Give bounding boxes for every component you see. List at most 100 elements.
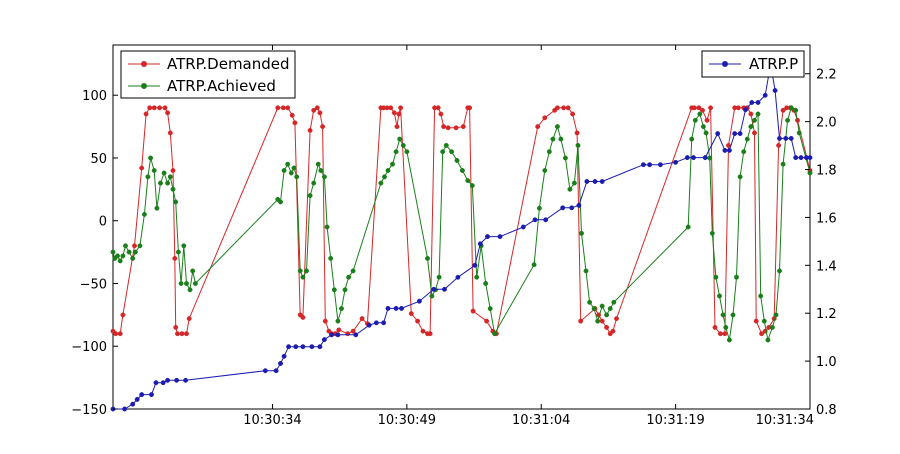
data-point-demanded xyxy=(275,105,281,111)
data-point-p xyxy=(543,217,549,223)
data-point-demanded xyxy=(179,331,185,337)
data-point-demanded xyxy=(570,111,576,117)
data-point-p xyxy=(584,179,590,184)
data-point-p xyxy=(134,396,140,402)
data-point-achieved xyxy=(709,230,715,236)
data-point-achieved xyxy=(689,136,695,142)
data-point-achieved xyxy=(697,111,703,117)
data-point-demanded xyxy=(151,105,157,111)
data-point-achieved xyxy=(110,249,116,255)
data-point-demanded xyxy=(753,318,759,324)
data-point-achieved xyxy=(429,293,435,299)
data-point-demanded xyxy=(574,130,580,136)
data-point-p xyxy=(262,368,268,374)
data-point-demanded xyxy=(322,318,328,324)
data-point-p xyxy=(640,162,646,168)
data-point-p xyxy=(153,380,159,386)
left-axis-tick-label: −150 xyxy=(71,403,107,418)
series-layer xyxy=(110,61,813,412)
data-point-achieved xyxy=(730,312,736,318)
data-point-p xyxy=(576,202,582,208)
data-point-demanded xyxy=(565,105,571,111)
data-point-demanded xyxy=(175,331,180,337)
data-point-achieved xyxy=(788,105,794,111)
data-point-achieved xyxy=(311,180,317,186)
data-point-demanded xyxy=(285,105,291,111)
data-point-achieved xyxy=(161,170,167,176)
data-point-p xyxy=(599,179,605,184)
data-point-achieved xyxy=(575,142,581,148)
data-point-demanded xyxy=(752,130,757,136)
data-point-achieved xyxy=(734,274,739,280)
plot-area xyxy=(112,44,811,410)
data-point-achieved xyxy=(378,180,384,186)
data-point-achieved xyxy=(459,168,465,173)
data-point-demanded xyxy=(113,331,119,337)
data-point-demanded xyxy=(759,331,765,337)
data-point-demanded xyxy=(604,324,610,330)
data-point-achieved xyxy=(531,262,537,268)
data-point-demanded xyxy=(435,105,441,111)
data-point-achieved xyxy=(723,324,729,330)
data-point-demanded xyxy=(717,331,723,337)
data-point-achieved xyxy=(315,161,321,167)
left-axis-tick-label: −50 xyxy=(80,277,107,292)
data-point-p xyxy=(569,205,575,211)
data-point-achieved xyxy=(607,306,613,312)
data-point-demanded xyxy=(460,124,466,130)
data-point-demanded xyxy=(173,324,179,330)
data-point-achieved xyxy=(443,142,449,148)
data-point-demanded xyxy=(170,168,176,173)
data-point-p xyxy=(381,320,387,326)
right-axis-tick-label: 1.2 xyxy=(816,307,837,322)
data-point-demanded xyxy=(314,105,320,111)
data-point-achieved xyxy=(190,268,196,274)
data-point-achieved xyxy=(717,293,722,299)
right-axis-tick-label: 1.6 xyxy=(816,211,837,226)
data-point-demanded xyxy=(311,107,317,113)
data-point-demanded xyxy=(139,165,145,171)
data-point-p xyxy=(755,100,761,105)
data-point-demanded xyxy=(453,125,459,131)
data-point-p xyxy=(122,406,128,412)
data-point-p xyxy=(684,155,690,161)
data-point-demanded xyxy=(696,105,702,111)
data-point-p xyxy=(722,147,728,153)
data-point-achieved xyxy=(148,155,154,161)
data-point-p xyxy=(139,392,145,398)
legend-right: ATRP.P xyxy=(701,50,805,78)
data-point-demanded xyxy=(708,105,714,111)
data-point-p xyxy=(592,179,598,184)
data-point-p xyxy=(309,344,315,350)
left-axis-tick-label: 0 xyxy=(99,215,107,230)
data-point-demanded xyxy=(317,110,323,116)
data-point-demanded xyxy=(132,243,137,249)
data-point-demanded xyxy=(735,105,741,111)
data-point-achieved xyxy=(793,107,799,113)
data-point-demanded xyxy=(280,105,286,111)
data-point-achieved xyxy=(550,136,556,142)
data-point-achieved xyxy=(393,149,399,155)
right-axis-tick-label: 1.0 xyxy=(816,355,837,370)
data-point-achieved xyxy=(796,130,802,136)
data-point-achieved xyxy=(752,117,757,123)
data-point-achieved xyxy=(339,306,344,312)
data-point-achieved xyxy=(288,170,294,176)
x-axis-tick-label: 10:30:49 xyxy=(378,413,436,428)
data-point-achieved xyxy=(562,155,568,161)
data-point-achieved xyxy=(342,287,348,293)
data-point-achieved xyxy=(115,253,120,259)
data-point-p xyxy=(431,286,437,292)
data-point-achieved xyxy=(726,337,732,343)
data-point-p xyxy=(321,337,327,343)
data-point-p xyxy=(273,368,279,374)
data-point-demanded xyxy=(162,105,168,111)
data-point-achieved xyxy=(285,161,291,167)
data-point-achieved xyxy=(117,258,123,264)
data-point-achieved xyxy=(165,180,171,186)
data-point-p xyxy=(455,274,461,280)
data-point-achieved xyxy=(713,274,719,280)
data-point-demanded xyxy=(143,111,149,117)
data-point-achieved xyxy=(807,170,813,176)
data-point-demanded xyxy=(578,318,584,324)
